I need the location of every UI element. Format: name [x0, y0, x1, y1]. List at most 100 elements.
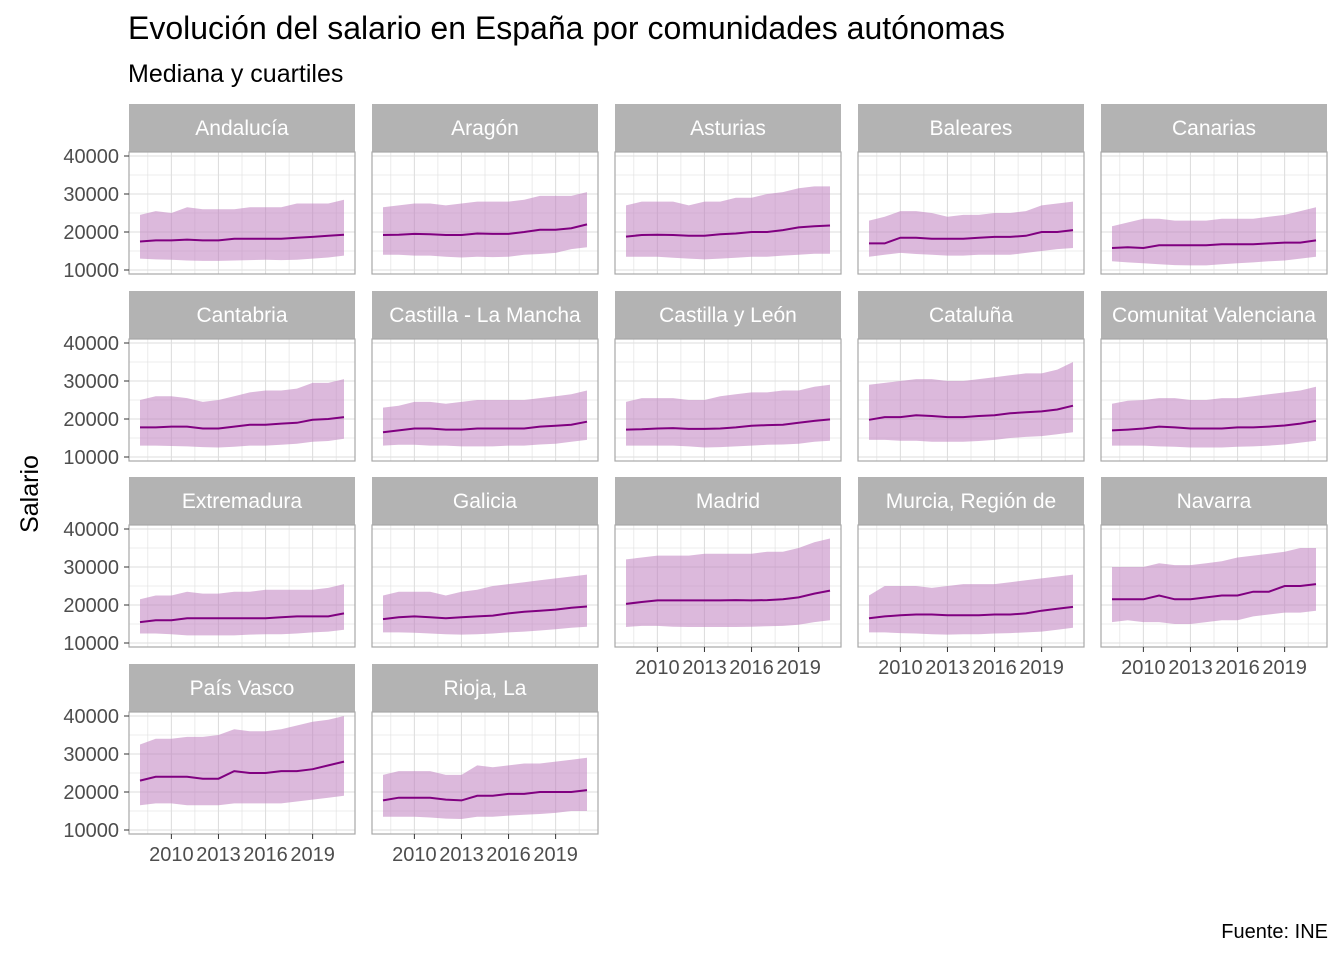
quartile-ribbon [626, 538, 830, 627]
panel-border [1100, 338, 1328, 462]
x-tick-label: 2016 [1215, 657, 1260, 679]
facet-strip [129, 104, 355, 152]
facet-galicia: Galicia [371, 477, 599, 648]
panel-border [371, 151, 599, 275]
x-tick-label: 2016 [243, 844, 288, 866]
facet-strip [372, 664, 598, 712]
x-tick-label: 2010 [635, 657, 680, 679]
facet-strip [858, 477, 1084, 525]
facet-strip-label: Galicia [453, 490, 518, 513]
facet-strip [1101, 104, 1327, 152]
chart-caption: Fuente: INE [1221, 921, 1328, 943]
median-line [139, 233, 345, 243]
facet-castilla-y-leon: Castilla y León [614, 291, 842, 462]
facet-strip-label: Cataluña [929, 304, 1013, 327]
x-tick-label: 2019 [776, 657, 821, 679]
facet-castilla-la-mancha: Castilla - La Mancha [371, 291, 599, 462]
facet-strip-label: Extremadura [182, 490, 303, 513]
facet-strip [129, 291, 355, 339]
facet-strip [858, 291, 1084, 339]
facet-baleares: Baleares [857, 104, 1085, 275]
facet-strip-label: Asturias [690, 117, 766, 140]
x-tick-label: 2010 [878, 657, 923, 679]
panel-border [128, 524, 356, 648]
facet-andalucia: Andalucía 10000 20000 30000 40000 [63, 104, 356, 282]
facet-strip-label: Baleares [930, 117, 1013, 140]
median-line [868, 404, 1074, 421]
x-tick-label: 2013 [682, 657, 727, 679]
x-tick-label: 2019 [1262, 657, 1307, 679]
facet-madrid: Madrid 2010 2013 2016 2019 [614, 477, 842, 679]
panel-border [857, 338, 1085, 462]
quartile-ribbon [1112, 207, 1316, 266]
quartile-ribbon [140, 379, 344, 448]
facet-strip-label: Murcia, Región de [886, 490, 1056, 513]
facet-strip [1101, 477, 1327, 525]
x-tick-label: 2013 [196, 844, 241, 866]
median-line [139, 760, 345, 782]
median-line [625, 224, 831, 238]
quartile-ribbon [140, 199, 344, 261]
quartile-ribbon [383, 574, 587, 635]
facet-strip [615, 104, 841, 152]
facet-strip-label: Castilla - La Mancha [389, 304, 581, 327]
x-tick-label: 2013 [925, 657, 970, 679]
facet-aragon: Aragón [371, 104, 599, 275]
chart-subtitle: Mediana y cuartiles [128, 60, 344, 88]
panel-border [857, 524, 1085, 648]
panel-border [614, 151, 842, 275]
panel-border [371, 338, 599, 462]
x-tick-label: 2016 [486, 844, 531, 866]
facet-strip-label: Madrid [696, 490, 760, 513]
facet-strip [372, 104, 598, 152]
median-line [140, 416, 345, 430]
x-tick-label: 2013 [1168, 657, 1213, 679]
facet-cataluna: Cataluña [857, 291, 1085, 462]
facet-strip-label: Andalucía [195, 117, 289, 140]
y-tick-label: 20000 [63, 595, 119, 617]
median-line [1112, 583, 1317, 601]
facet-strip-label: Comunitat Valenciana [1112, 304, 1316, 327]
panel-border [614, 338, 842, 462]
y-tick-label: 40000 [63, 333, 119, 355]
y-tick-label: 10000 [63, 820, 119, 842]
facet-strip [615, 291, 841, 339]
y-axis-title: Salario [16, 455, 44, 533]
facet-strip-label: Aragón [451, 117, 519, 140]
quartile-ribbon [1112, 548, 1316, 624]
y-tick-label: 40000 [63, 519, 119, 541]
y-tick-label: 30000 [63, 557, 119, 579]
facet-strip-label: Rioja, La [444, 677, 527, 700]
quartile-ribbon [626, 384, 830, 448]
x-tick-label: 2019 [1019, 657, 1064, 679]
x-tick-label: 2010 [1121, 657, 1166, 679]
median-line [869, 229, 1074, 245]
facet-strip-label: Canarias [1172, 117, 1256, 140]
chart-title: Evolución del salario en España por comu… [128, 10, 1005, 46]
y-tick-label: 10000 [63, 260, 119, 282]
median-line [1111, 419, 1317, 432]
panel-border [128, 338, 356, 462]
y-tick-label: 10000 [63, 633, 119, 655]
y-tick-label: 20000 [63, 222, 119, 244]
y-tick-label: 10000 [63, 447, 119, 469]
x-tick-label: 2010 [149, 844, 194, 866]
panel-border [128, 151, 356, 275]
facet-canarias: Canarias [1100, 104, 1328, 275]
x-tick-label: 2016 [729, 657, 774, 679]
facet-extremadura: Extremadura 10000 20000 30000 40000 [63, 477, 356, 655]
facet-strip [615, 477, 841, 525]
panel-border [857, 151, 1085, 275]
y-tick-label: 20000 [63, 782, 119, 804]
median-line [868, 605, 1074, 620]
x-tick-label: 2019 [290, 844, 335, 866]
facet-strip [372, 291, 598, 339]
panel-border [1100, 524, 1328, 648]
quartile-ribbon [140, 584, 344, 636]
x-tick-label: 2016 [972, 657, 1017, 679]
median-line [382, 789, 588, 802]
x-tick-label: 2013 [439, 844, 484, 866]
panel-border [128, 711, 356, 835]
facet-strip [858, 104, 1084, 152]
quartile-ribbon [869, 574, 1073, 635]
